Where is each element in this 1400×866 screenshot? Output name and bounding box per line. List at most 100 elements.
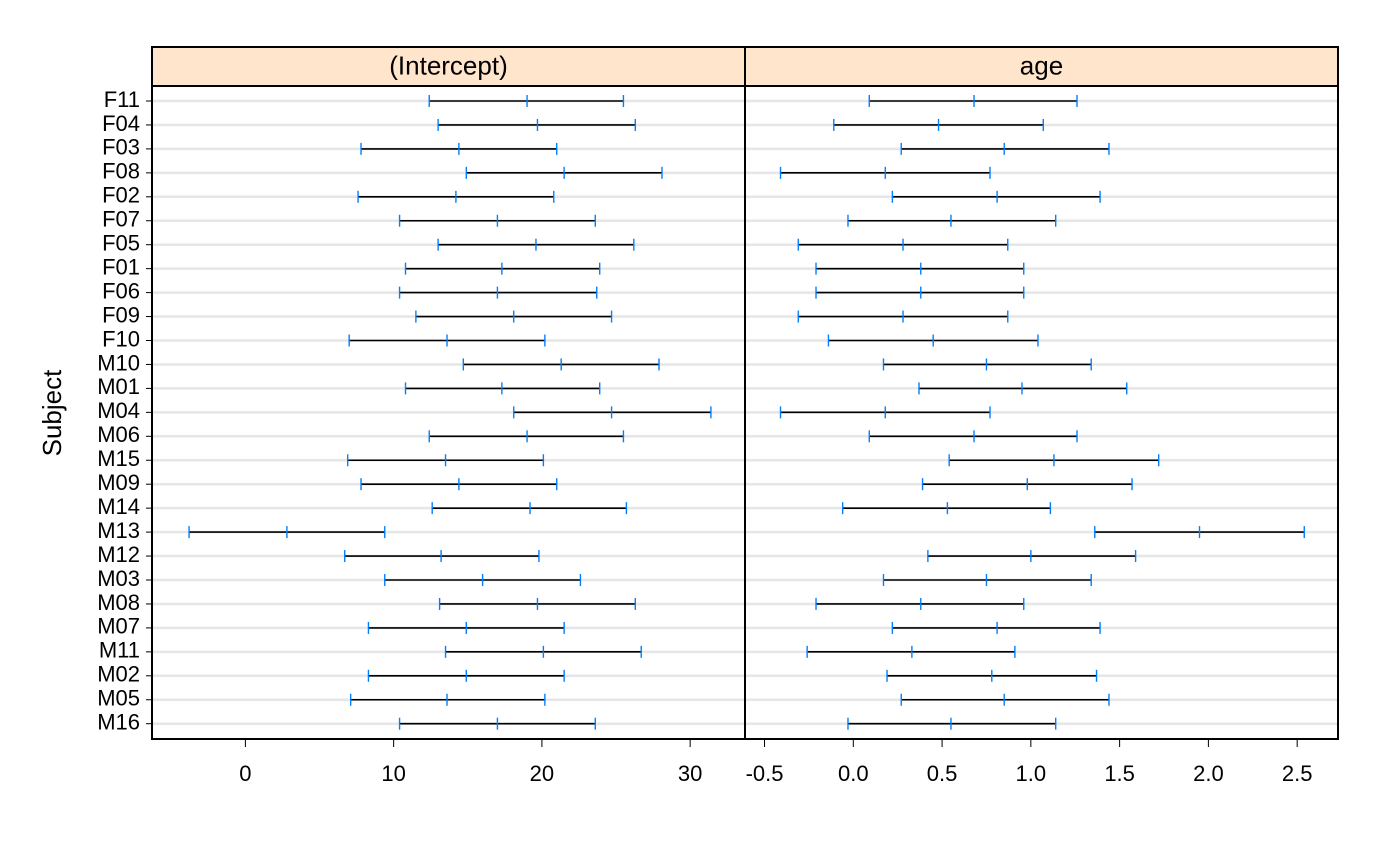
- y-tick-label: M01: [97, 374, 140, 399]
- interval-f08: [779, 166, 991, 179]
- y-tick-label: M05: [97, 686, 140, 711]
- interval-m15: [346, 454, 545, 467]
- y-tick-label: M16: [97, 710, 140, 735]
- y-tick-label: M03: [97, 566, 140, 591]
- interval-f01: [404, 262, 601, 275]
- interval-m01: [404, 382, 601, 395]
- interval-m04: [779, 406, 991, 419]
- interval-f02: [891, 190, 1101, 203]
- x-tick-label: 1.0: [1016, 761, 1047, 786]
- strip-label: (Intercept): [389, 50, 508, 80]
- y-tick-label: F06: [102, 278, 140, 303]
- interval-m04: [513, 406, 712, 419]
- interval-m11: [806, 645, 1016, 658]
- interval-f04: [833, 118, 1044, 131]
- y-tick-label: M15: [97, 446, 140, 471]
- x-tick-label: 2.5: [1282, 761, 1313, 786]
- interval-m06: [428, 430, 625, 443]
- interval-m13: [188, 526, 386, 539]
- y-tick-label: F04: [102, 111, 140, 136]
- interval-m08: [815, 597, 1025, 610]
- interval-f02: [357, 190, 555, 203]
- interval-m10: [882, 358, 1092, 371]
- y-tick-label: M11: [99, 638, 140, 663]
- y-axis-label: Subject: [37, 369, 67, 456]
- interval-m09: [921, 478, 1133, 491]
- interval-f03: [900, 142, 1110, 155]
- y-tick-label: M14: [97, 494, 140, 519]
- x-tick-label: 30: [678, 761, 702, 786]
- interval-m03: [384, 574, 582, 586]
- y-tick-label: M06: [97, 422, 140, 447]
- interval-f09: [415, 310, 613, 323]
- y-tick-label: M07: [97, 614, 140, 639]
- y-tick-label: F05: [102, 231, 140, 256]
- strip-background: [152, 47, 745, 86]
- interval-f08: [465, 166, 663, 179]
- y-tick-label: F01: [102, 254, 140, 279]
- strip-label: age: [1020, 50, 1063, 80]
- y-tick-label: F08: [102, 159, 140, 184]
- interval-f05: [797, 238, 1009, 251]
- interval-m16: [398, 717, 596, 730]
- y-tick-label: F02: [102, 183, 140, 208]
- y-tick-label: F10: [102, 326, 140, 351]
- plot-area: F11F04F03F08F02F07F05F01F06F09F10M10M01M…: [97, 46, 1339, 786]
- interval-f10: [827, 334, 1039, 347]
- interval-f06: [398, 286, 598, 299]
- interval-f06: [815, 286, 1025, 299]
- interval-f07: [398, 214, 596, 227]
- x-tick-label: 0: [239, 761, 251, 786]
- interval-m07: [891, 621, 1101, 634]
- y-tick-label: M02: [97, 662, 140, 687]
- interval-m09: [360, 478, 558, 491]
- y-tick-labels: F11F04F03F08F02F07F05F01F06F09F10M10M01M…: [97, 87, 152, 735]
- x-tick-label: 0.5: [927, 761, 958, 786]
- y-tick-label: M12: [97, 542, 140, 567]
- x-tick-label: 1.5: [1104, 761, 1135, 786]
- interval-m14: [431, 502, 628, 515]
- x-tick-label: 10: [381, 761, 405, 786]
- interval-m14: [841, 502, 1052, 515]
- x-axis: 0 10 20 30: [239, 739, 702, 786]
- interval-m05: [900, 693, 1110, 706]
- interval-m15: [948, 454, 1160, 467]
- interval-m12: [344, 550, 540, 563]
- y-tick-label: F07: [102, 207, 140, 232]
- interval-m06: [868, 430, 1078, 443]
- y-tick-label: F11: [104, 87, 140, 112]
- interval-m16: [847, 717, 1057, 730]
- y-tick-label: F03: [102, 135, 140, 160]
- panel-intercept: (Intercept) 0 10 20 30: [151, 46, 746, 786]
- interval-m11: [444, 645, 642, 658]
- interval-f11: [868, 95, 1078, 107]
- y-tick-label: M10: [97, 350, 140, 375]
- y-tick-label: M04: [97, 398, 140, 423]
- interval-m03: [882, 574, 1092, 586]
- x-tick-label: 20: [530, 761, 554, 786]
- interval-m02: [886, 669, 1098, 682]
- y-tick-label: M08: [97, 590, 140, 615]
- interval-f04: [437, 118, 636, 131]
- interval-m02: [367, 669, 565, 682]
- interval-m05: [349, 693, 546, 706]
- x-tick-label: 0.0: [838, 761, 869, 786]
- interval-f03: [360, 142, 558, 155]
- intervals: [779, 95, 1305, 730]
- interval-m13: [1094, 526, 1305, 539]
- interval-m01: [918, 382, 1128, 395]
- panel-border: [744, 46, 1339, 740]
- interval-m12: [927, 550, 1137, 563]
- x-axis: -0.5 0.0 0.5 1.0 1.5 2.0 2.5: [746, 739, 1313, 786]
- interval-m07: [367, 621, 565, 634]
- interval-f05: [437, 238, 635, 251]
- panel-age: age -0.5 0.0 0.5 1.0 1.5 2.0 2.5: [744, 46, 1339, 786]
- interval-f09: [797, 310, 1009, 323]
- intervals: [188, 95, 712, 730]
- interval-m08: [438, 597, 636, 610]
- interval-f10: [348, 334, 546, 347]
- interval-f11: [428, 95, 625, 107]
- interval-f07: [847, 214, 1057, 227]
- interval-f01: [815, 262, 1025, 275]
